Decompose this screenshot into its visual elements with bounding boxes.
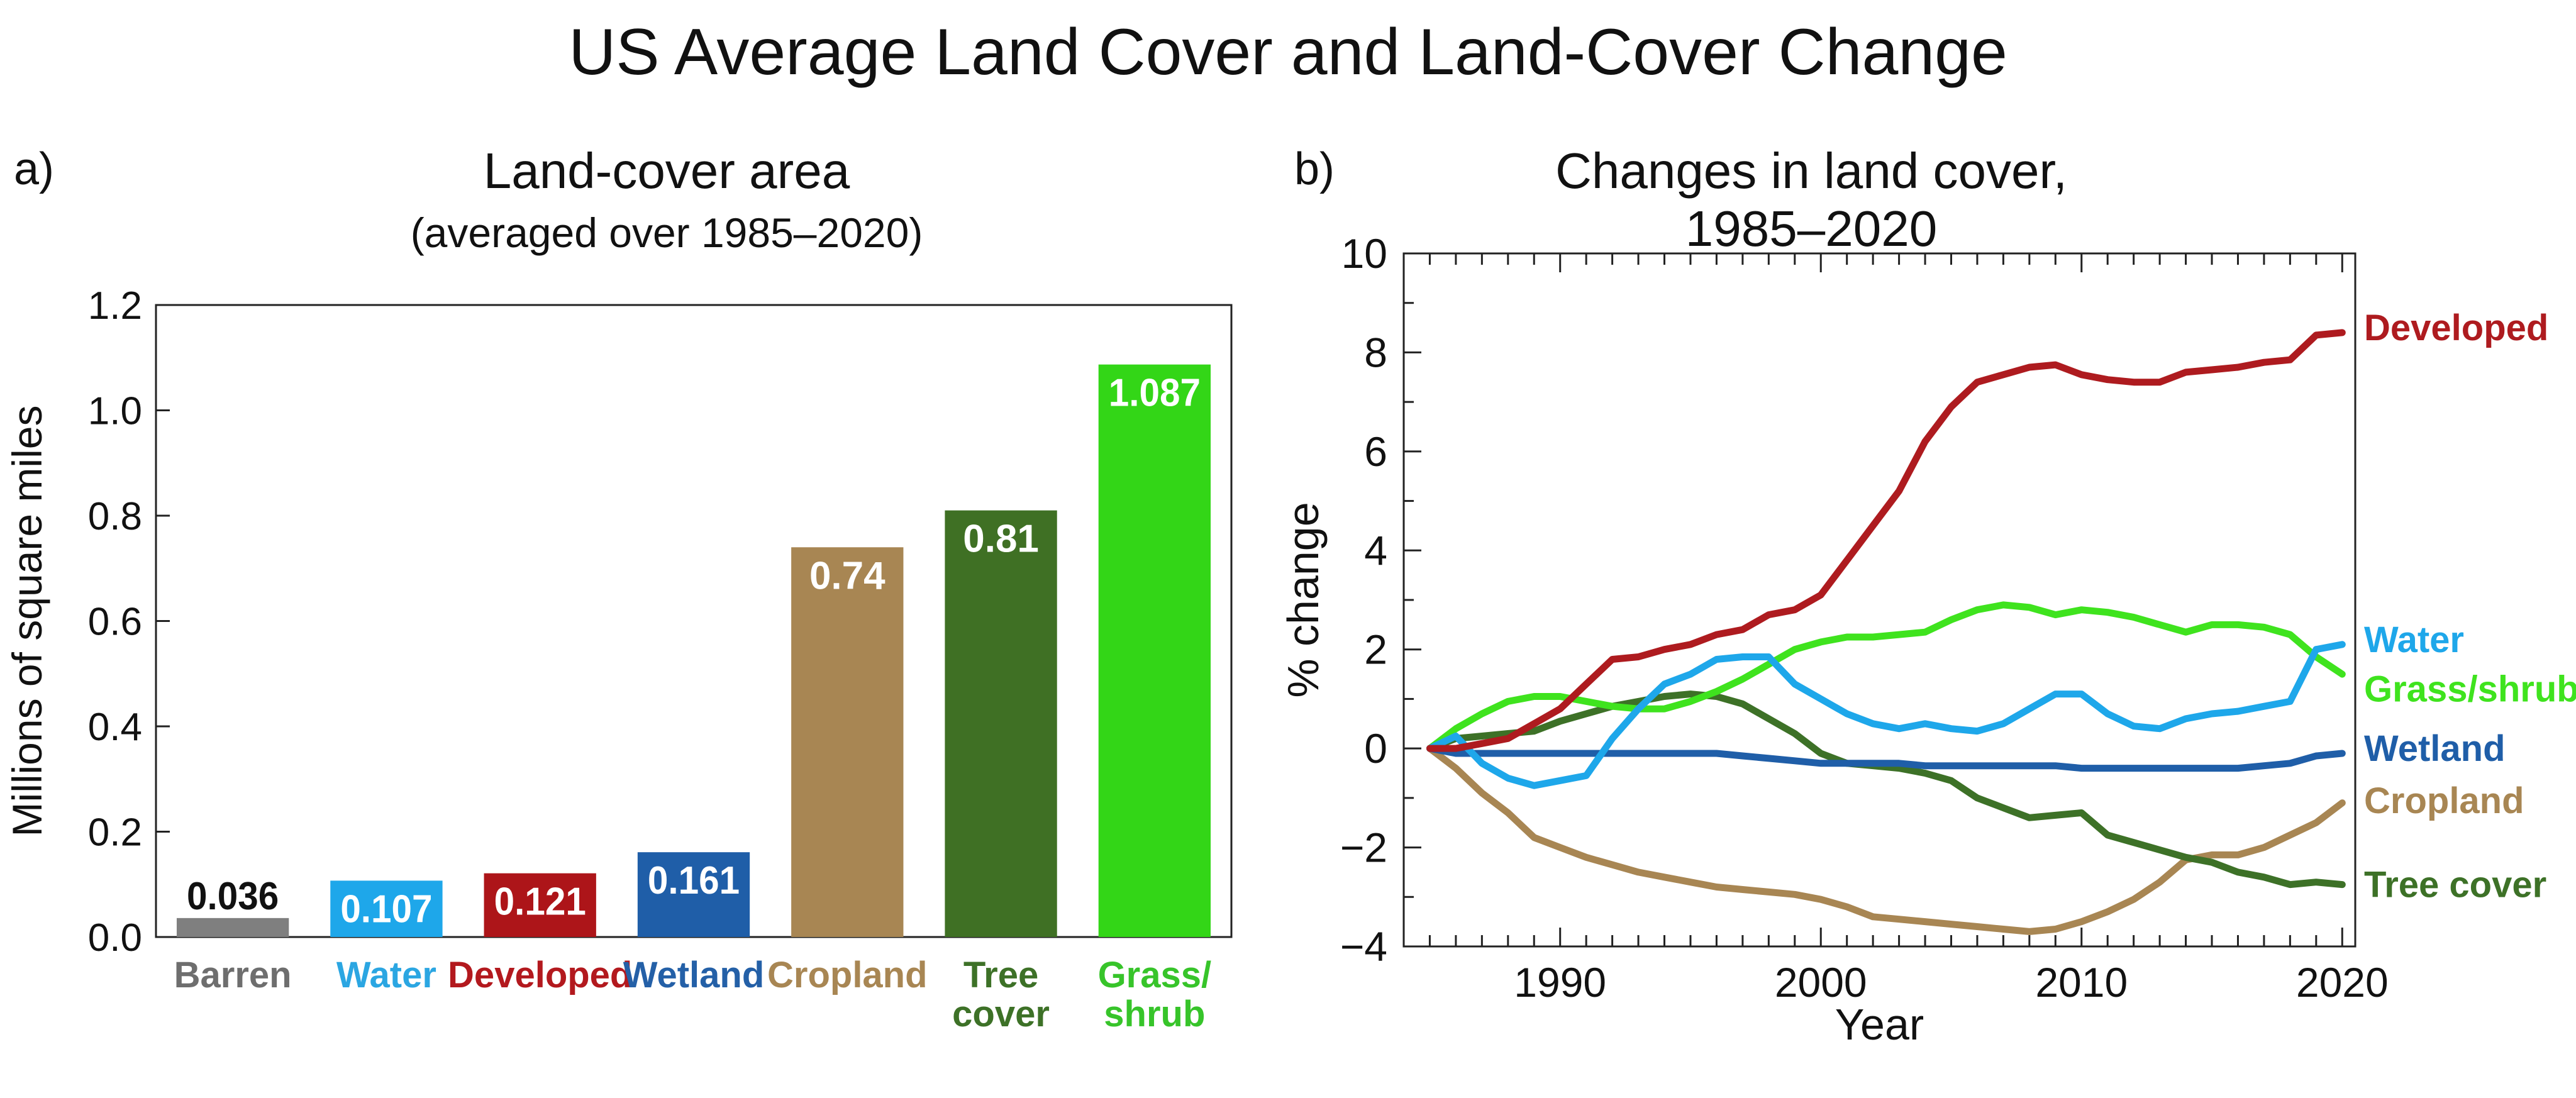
- bar-value-label: 0.81: [963, 518, 1039, 561]
- bar-value-label: 0.121: [494, 880, 586, 924]
- series-label-cropland: Cropland: [2364, 780, 2524, 821]
- line-y-tick-label: 2: [1364, 626, 1387, 673]
- bar-y-tick-label: 0.4: [88, 706, 142, 749]
- bar-value-label: 0.036: [187, 875, 279, 918]
- panel-b-title: Changes in land cover, 1985–2020: [1555, 143, 2067, 257]
- bar-category-label: shrub: [1104, 994, 1205, 1034]
- bar-chart-panel: 0.0 0.2 0.4 0.6 0.8 1.0 1.2 Millions of square …: [4, 284, 1233, 1034]
- bar-water: [330, 880, 443, 937]
- series-line-developed: [1426, 329, 2346, 752]
- bar-category-label: Cropland: [767, 955, 928, 995]
- bar-barren: [176, 918, 289, 937]
- panel-b-letter: b): [1294, 144, 1335, 194]
- line-x-tick-label: 2010: [2035, 959, 2128, 1006]
- bar-category-label: Developed: [448, 955, 632, 995]
- bar-tree-cover: [945, 510, 1057, 937]
- bar-y-tick-label: 0.2: [88, 811, 142, 855]
- line-x-tick-label: 1990: [1514, 959, 1606, 1006]
- bar-plot-frame: [155, 304, 1233, 938]
- bar-category-label: Water: [336, 955, 436, 995]
- series-line-wetland: [1426, 745, 2346, 772]
- series-label-grass-shrub: Grass/shrub: [2364, 669, 2576, 710]
- series-label-developed: Developed: [2364, 308, 2548, 348]
- bar-category-label: cover: [952, 994, 1050, 1034]
- series-line-water: [1426, 641, 2346, 789]
- bar-y-axis-label: Millions of square miles: [4, 406, 50, 837]
- bar-value-label: 0.107: [340, 887, 432, 931]
- line-y-tick-label: −4: [1340, 923, 1387, 970]
- line-y-tick-label: 4: [1364, 527, 1387, 574]
- line-x-axis-label: Year: [1835, 1000, 1924, 1049]
- series-label-tree-cover: Tree cover: [2364, 865, 2546, 906]
- bar-developed: [484, 873, 596, 937]
- bar-value-label: 0.161: [648, 859, 740, 902]
- bar-value-label: 1.087: [1109, 372, 1201, 415]
- line-y-tick-label: 10: [1341, 230, 1387, 277]
- line-y-tick-label: 0: [1364, 725, 1387, 772]
- panel-a-subtitle: (averaged over 1985–2020): [410, 209, 923, 256]
- panel-a-letter: a): [14, 144, 55, 194]
- line-y-tick-label: 6: [1364, 428, 1387, 475]
- panel-a-title: Land-cover area: [483, 143, 850, 199]
- line-y-tick-label: −2: [1340, 824, 1387, 871]
- main-title: US Average Land Cover and Land-Cover Cha…: [569, 16, 2007, 89]
- line-y-tick-label: 8: [1364, 329, 1387, 375]
- bar-y-tick-label: 0.0: [88, 916, 142, 960]
- bar-y-tick-label: 1.0: [88, 390, 142, 433]
- bar-wetland: [637, 852, 750, 937]
- bar-category-label: Wetland: [623, 955, 765, 995]
- series-line-grass-shrub: [1426, 601, 2346, 752]
- series-label-water: Water: [2364, 619, 2464, 660]
- line-x-tick-label: 2020: [2296, 959, 2389, 1006]
- bar-cropland: [791, 547, 904, 937]
- series-line-tree-cover: [1426, 690, 2346, 889]
- bar-category-label: Grass/: [1098, 955, 1212, 995]
- line-x-tick-label: 2000: [1775, 959, 1867, 1006]
- bar-y-tick-label: 1.2: [88, 284, 142, 328]
- bar-category-label: Tree: [963, 955, 1038, 995]
- series-label-wetland: Wetland: [2364, 728, 2506, 769]
- bar-y-tick-label: 0.6: [88, 601, 142, 644]
- line-y-axis-label: % change: [1279, 502, 1328, 697]
- bar-category-label: Barren: [174, 955, 292, 995]
- line-chart-panel: 1990 2000 2010 2020 −4 −2 0 2 4 6 8 10 Year % change D…: [1279, 230, 2576, 1049]
- bar-grass-shrub: [1098, 364, 1211, 937]
- bar-value-label: 0.74: [809, 554, 886, 597]
- bar-y-tick-label: 0.8: [88, 495, 142, 538]
